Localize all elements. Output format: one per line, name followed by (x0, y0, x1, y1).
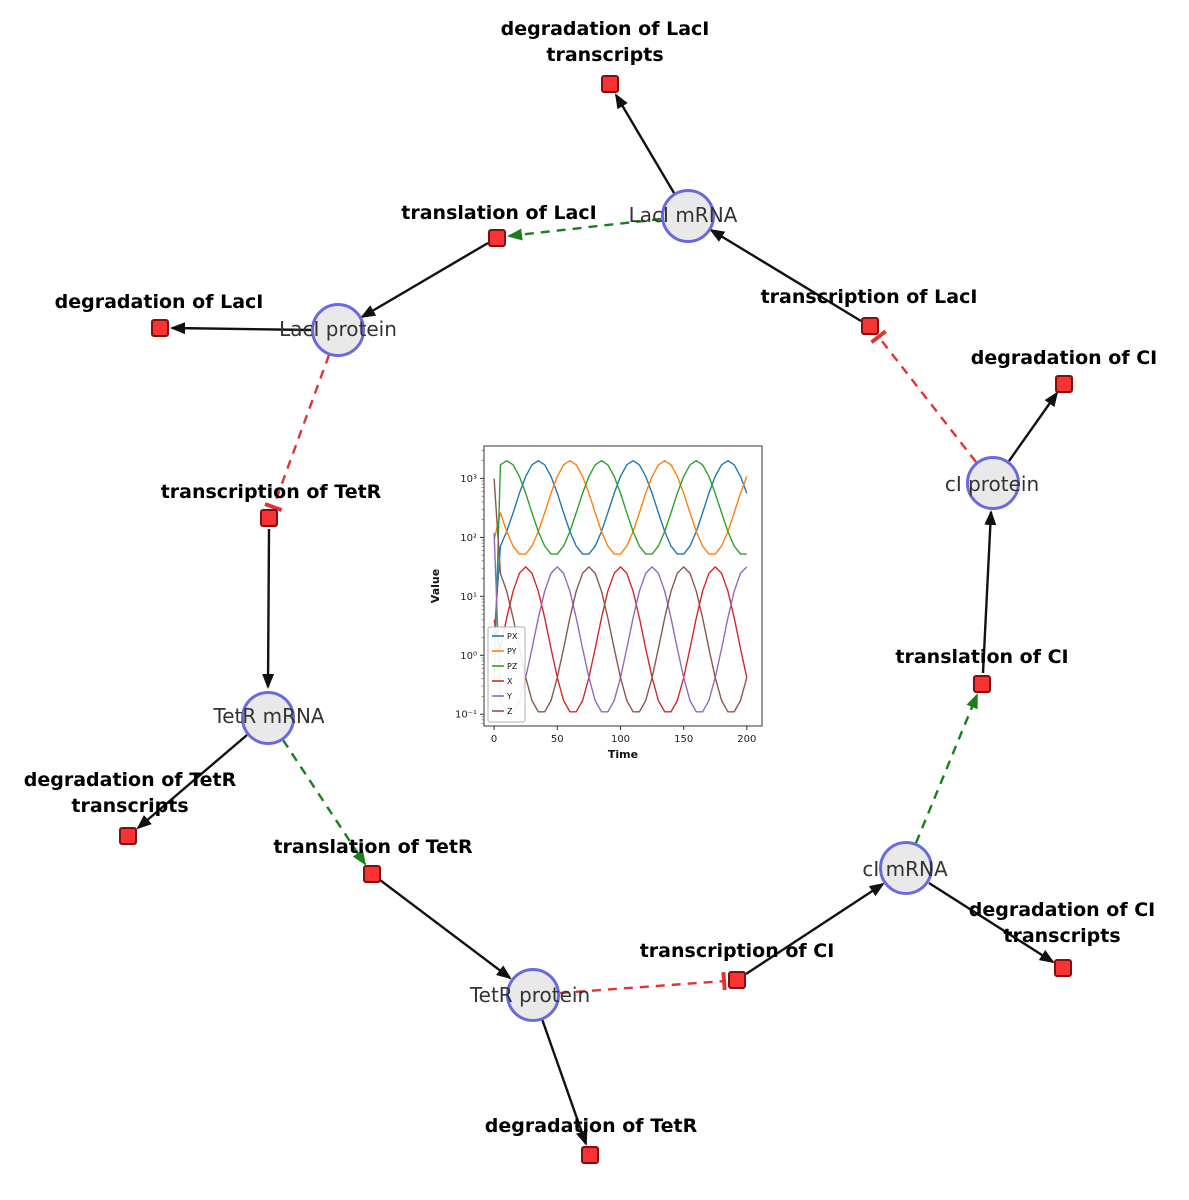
species-label-laci-protein: LacI protein (279, 317, 397, 341)
species-node-ci-protein[interactable] (966, 456, 1020, 510)
reaction-label-degradation-laci-transcripts: degradation of LacI transcripts (501, 16, 710, 68)
label-line: transcripts (546, 44, 664, 66)
reaction-node-transcription-laci[interactable] (861, 317, 879, 335)
reaction-label-translation-laci: translation of LacI (401, 202, 597, 224)
edge-lacimrna-to-deg-transcripts (614, 93, 676, 194)
svg-text:200: 200 (737, 734, 756, 745)
reaction-label-transcription-tetr: transcription of TetR (160, 481, 382, 503)
svg-text:PX: PX (507, 632, 518, 641)
edge-transcription-laci-to-lacimrna (709, 228, 862, 323)
edge-laciprotein-to-deg-laci (170, 322, 312, 335)
svg-text:Value: Value (429, 569, 442, 603)
species-node-laci-mrna[interactable] (661, 189, 715, 243)
svg-text:PZ: PZ (507, 662, 518, 671)
species-node-ci-mrna[interactable] (879, 841, 933, 895)
svg-text:Z: Z (507, 707, 513, 716)
species-label-tetr-mrna: TetR mRNA (213, 704, 325, 728)
reaction-label-degradation-tetr-transcripts: degradation of TetR transcripts (24, 767, 236, 819)
reaction-node-degradation-tetr-transcripts[interactable] (119, 827, 137, 845)
svg-text:PY: PY (507, 647, 517, 656)
svg-text:100: 100 (611, 734, 630, 745)
species-label-tetr-protein: TetR protein (469, 983, 591, 1007)
reaction-label-degradation-ci-transcripts: degradation of CI transcripts (969, 897, 1155, 949)
svg-text:X: X (507, 677, 513, 686)
reaction-label-transcription-laci: transcription of LacI (760, 286, 978, 308)
edge-tetrprotein-to-deg-tetr (540, 1018, 588, 1146)
reaction-label-translation-tetr: translation of TetR (273, 836, 473, 858)
label-line: degradation of TetR (23, 769, 237, 791)
svg-text:Y: Y (506, 692, 512, 701)
species-node-tetr-protein[interactable] (506, 968, 560, 1022)
edge-inhibition-laciprotein-transcription-tetr (264, 354, 331, 513)
reaction-node-degradation-ci[interactable] (1055, 375, 1073, 393)
svg-text:10¹: 10¹ (460, 592, 477, 603)
edge-inhibition-ciprotein-transcription-laci (870, 329, 977, 463)
reaction-node-translation-ci[interactable] (973, 675, 991, 693)
reaction-label-degradation-laci: degradation of LacI (54, 291, 264, 313)
svg-text:10³: 10³ (460, 474, 477, 485)
edge-ciprotein-to-deg-ci (1008, 391, 1059, 462)
reaction-label-degradation-tetr: degradation of TetR (484, 1115, 698, 1137)
svg-text:0: 0 (491, 734, 497, 745)
edge-cimrna-to-deg-transcripts (928, 881, 1055, 964)
edge-translation-ci-to-ciprotein (981, 510, 997, 674)
svg-text:10⁻¹: 10⁻¹ (455, 710, 477, 721)
species-node-tetr-mrna[interactable] (241, 691, 295, 745)
label-line: degradation of LacI (500, 18, 710, 40)
reaction-node-transcription-tetr[interactable] (260, 509, 278, 527)
label-line: degradation of CI (968, 899, 1156, 921)
species-node-laci-protein[interactable] (311, 303, 365, 357)
simulation-plot: 0 50 100 150 200 10⁻¹ 10⁰ 10¹ 10² 10³ Time Value PX P… (425, 436, 775, 766)
reaction-node-transcription-ci[interactable] (728, 971, 746, 989)
edge-transcription-tetr-to-tetrmrna (262, 528, 275, 689)
species-label-ci-protein: cI protein (944, 472, 1040, 496)
reaction-node-translation-tetr[interactable] (363, 865, 381, 883)
label-line: transcripts (71, 795, 189, 817)
reaction-node-degradation-tetr[interactable] (581, 1146, 599, 1164)
edge-modifier-cimrna-translation (914, 693, 979, 844)
svg-text:10²: 10² (460, 533, 477, 544)
label-line: transcripts (1003, 925, 1121, 947)
reaction-label-translation-ci: translation of CI (895, 646, 1069, 668)
species-label-laci-mrna: LacI mRNA (628, 203, 738, 227)
svg-text:50: 50 (551, 734, 564, 745)
reaction-label-transcription-ci: transcription of CI (639, 940, 835, 962)
svg-text:Time: Time (608, 748, 638, 761)
edge-modifier-tetrmrna-translation (281, 739, 367, 866)
edge-inhibition-tetrprotein-transcription-ci (559, 971, 727, 995)
reaction-node-degradation-laci-transcripts[interactable] (601, 75, 619, 93)
edge-translation-laci-to-laciprotein (360, 241, 489, 319)
edge-translation-tetr-to-tetrprotein (379, 879, 512, 980)
reaction-node-degradation-laci[interactable] (151, 319, 169, 337)
simulation-plot-svg: 0 50 100 150 200 10⁻¹ 10⁰ 10¹ 10² 10³ Time Value PX P… (429, 445, 763, 761)
reaction-label-degradation-ci: degradation of CI (970, 347, 1158, 369)
edge-tetrmrna-to-deg-transcripts (136, 734, 248, 830)
svg-text:150: 150 (674, 734, 693, 745)
reaction-node-translation-laci[interactable] (488, 229, 506, 247)
species-label-ci-mrna: cI mRNA (862, 857, 948, 881)
reaction-node-degradation-ci-transcripts[interactable] (1054, 959, 1072, 977)
edge-transcription-ci-to-cimrna (745, 882, 885, 976)
svg-text:10⁰: 10⁰ (460, 651, 477, 662)
